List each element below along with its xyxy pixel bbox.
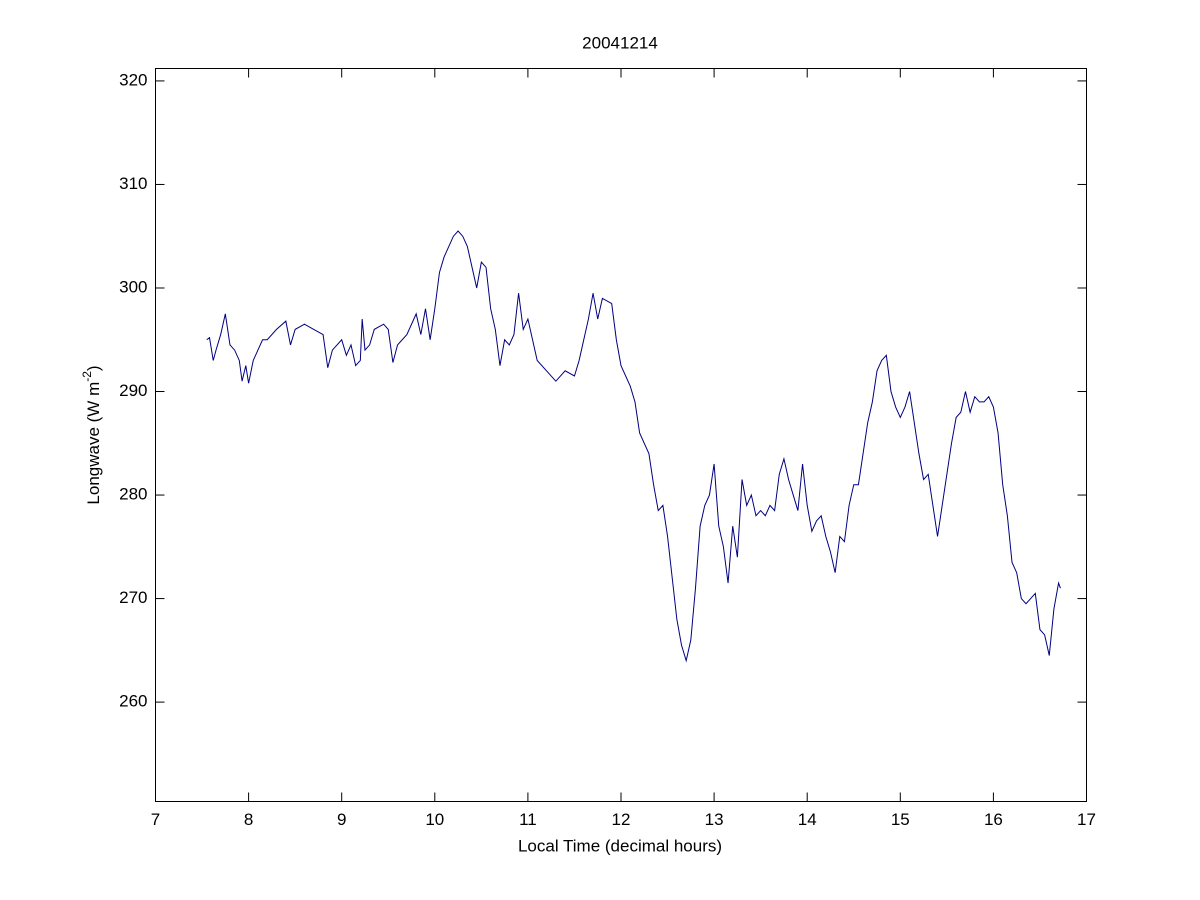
x-tick-label: 12 <box>612 810 631 829</box>
y-tick-label: 260 <box>119 692 147 711</box>
x-tick-label: 9 <box>337 810 346 829</box>
y-tick-label: 320 <box>119 70 147 89</box>
y-tick-label: 290 <box>119 381 147 400</box>
x-tick-label: 10 <box>425 810 444 829</box>
y-tick-label: 280 <box>119 485 147 504</box>
y-tick-label: 270 <box>119 588 147 607</box>
x-axis-label: Local Time (decimal hours) <box>518 836 722 855</box>
x-tick-label: 7 <box>151 810 160 829</box>
data-line <box>206 230 1061 663</box>
x-tick-label: 13 <box>705 810 724 829</box>
x-tick-label: 16 <box>984 810 1003 829</box>
x-tick-label: 17 <box>1077 810 1096 829</box>
chart-title: 20041214 <box>582 33 658 52</box>
y-tick-label: 300 <box>119 277 147 296</box>
plot-frame <box>155 68 1087 802</box>
x-tick-label: 8 <box>244 810 253 829</box>
x-tick-label: 15 <box>891 810 910 829</box>
x-tick-label: 11 <box>519 810 537 829</box>
y-tick-label: 310 <box>119 174 147 193</box>
x-tick-label: 14 <box>798 810 817 829</box>
y-axis-label: Longwave (W m-2) <box>80 365 103 504</box>
